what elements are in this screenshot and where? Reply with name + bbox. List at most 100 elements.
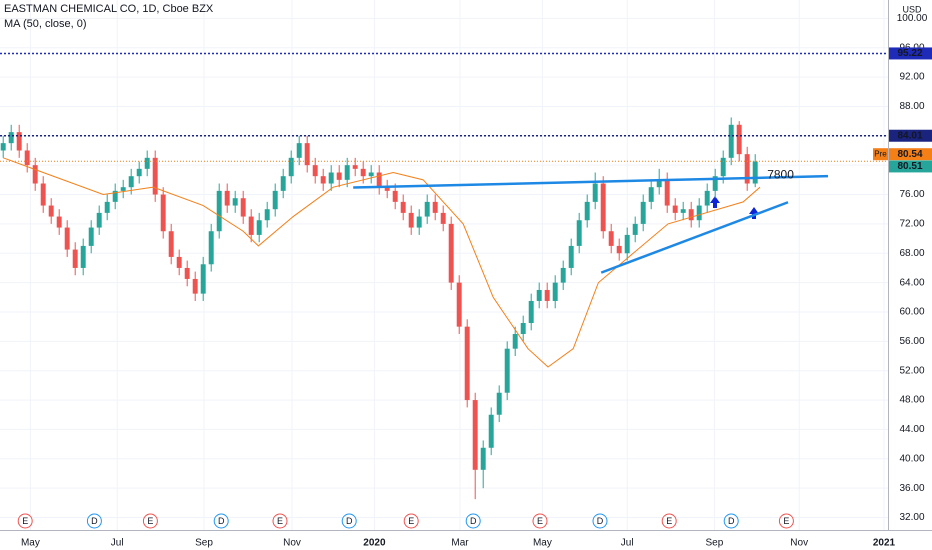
x-tick-label: Nov: [283, 538, 301, 549]
candle-body: [104, 201, 110, 213]
y-tick-label: 92.00: [899, 72, 924, 83]
candle-body: [144, 157, 150, 169]
y-tick-label: 36.00: [899, 483, 924, 494]
candle-body: [752, 161, 758, 184]
candle-body: [8, 132, 14, 144]
price-label: 95.22: [897, 48, 922, 59]
candle-body: [520, 322, 526, 335]
event-label: E: [537, 516, 543, 526]
candle-body: [736, 124, 742, 155]
candle-body: [504, 348, 510, 393]
event-label: D: [728, 516, 735, 526]
y-tick-label: 64.00: [899, 277, 924, 288]
candle-body: [160, 194, 166, 232]
price-tag: Pre: [874, 149, 887, 158]
candle-body: [72, 249, 78, 268]
event-label: E: [147, 516, 153, 526]
candle-body: [640, 201, 646, 224]
candle-body: [184, 267, 190, 279]
y-tick-label: 52.00: [899, 365, 924, 376]
arrow-icon: [710, 196, 720, 208]
price-tag-box: [873, 148, 888, 161]
candle-body: [208, 231, 214, 265]
candle-body: [272, 190, 278, 210]
candle-body: [264, 209, 270, 221]
candle-body: [136, 168, 142, 177]
candle-body: [376, 172, 382, 188]
candle-body: [344, 165, 350, 180]
event-marker: [532, 513, 548, 529]
candle-body: [408, 212, 414, 228]
annotation: 7800: [767, 168, 794, 182]
candle-body: [600, 183, 606, 232]
candle-body: [536, 289, 542, 301]
candle-body: [240, 198, 246, 217]
candle-body: [120, 187, 126, 191]
candle-body: [744, 154, 750, 184]
candle-body: [592, 183, 598, 202]
candle-body: [632, 223, 638, 235]
x-tick-label: Sep: [706, 538, 724, 549]
event-label: E: [666, 516, 672, 526]
candle-body: [368, 172, 374, 177]
candle-body: [24, 150, 30, 166]
y-tick-label: 68.00: [899, 248, 924, 259]
candle-body: [80, 245, 86, 268]
x-tick-label: May: [21, 538, 40, 549]
candle-body: [512, 334, 518, 349]
price-label-box: [889, 148, 932, 161]
event-label: E: [783, 516, 789, 526]
candle-body: [352, 165, 358, 169]
candle-body: [440, 212, 446, 224]
candle-body: [728, 124, 734, 158]
event-marker: [341, 513, 357, 529]
candle-body: [32, 165, 38, 184]
candle-body: [400, 201, 406, 213]
candle-body: [528, 300, 534, 323]
candle-body: [336, 172, 342, 180]
candle-body: [720, 157, 726, 177]
price-label-box: [889, 47, 932, 60]
y-tick-label: 44.00: [899, 424, 924, 435]
candle-body: [152, 157, 158, 195]
candle-body: [648, 187, 654, 202]
candle-body: [424, 201, 430, 217]
x-tick-label: Mar: [451, 538, 469, 549]
event-label: D: [470, 516, 477, 526]
candle-body: [168, 231, 174, 257]
candle-body: [416, 216, 422, 228]
event-marker: [778, 513, 794, 529]
candle-body: [360, 168, 366, 177]
y-tick-label: 88.00: [899, 101, 924, 112]
candle-body: [48, 205, 54, 217]
price-label: 84.01: [897, 130, 922, 141]
event-label: D: [91, 516, 98, 526]
candle-body: [0, 143, 6, 151]
candle-body: [560, 267, 566, 283]
candle-body: [480, 447, 486, 470]
event-marker: [723, 513, 739, 529]
event-label: E: [408, 516, 414, 526]
candle-body: [112, 190, 118, 202]
event-label: D: [597, 516, 604, 526]
candle-body: [296, 143, 302, 158]
event-marker: [213, 513, 229, 529]
candle-body: [464, 326, 470, 401]
candle-body: [176, 256, 182, 268]
price-label: 80.54: [897, 149, 922, 160]
candle-body: [96, 212, 102, 228]
currency-label: USD: [902, 4, 922, 14]
event-marker: [592, 513, 608, 529]
candle-body: [88, 227, 94, 246]
price-label: 80.51: [897, 161, 922, 172]
candle-body: [456, 282, 462, 327]
candle-body: [688, 209, 694, 221]
y-tick-label: 48.00: [899, 395, 924, 406]
x-tick-label: 2021: [873, 538, 896, 549]
event-label: E: [277, 516, 283, 526]
candle-body: [616, 245, 622, 254]
candle-body: [200, 264, 206, 294]
event-marker: [403, 513, 419, 529]
candle-body: [216, 190, 222, 232]
